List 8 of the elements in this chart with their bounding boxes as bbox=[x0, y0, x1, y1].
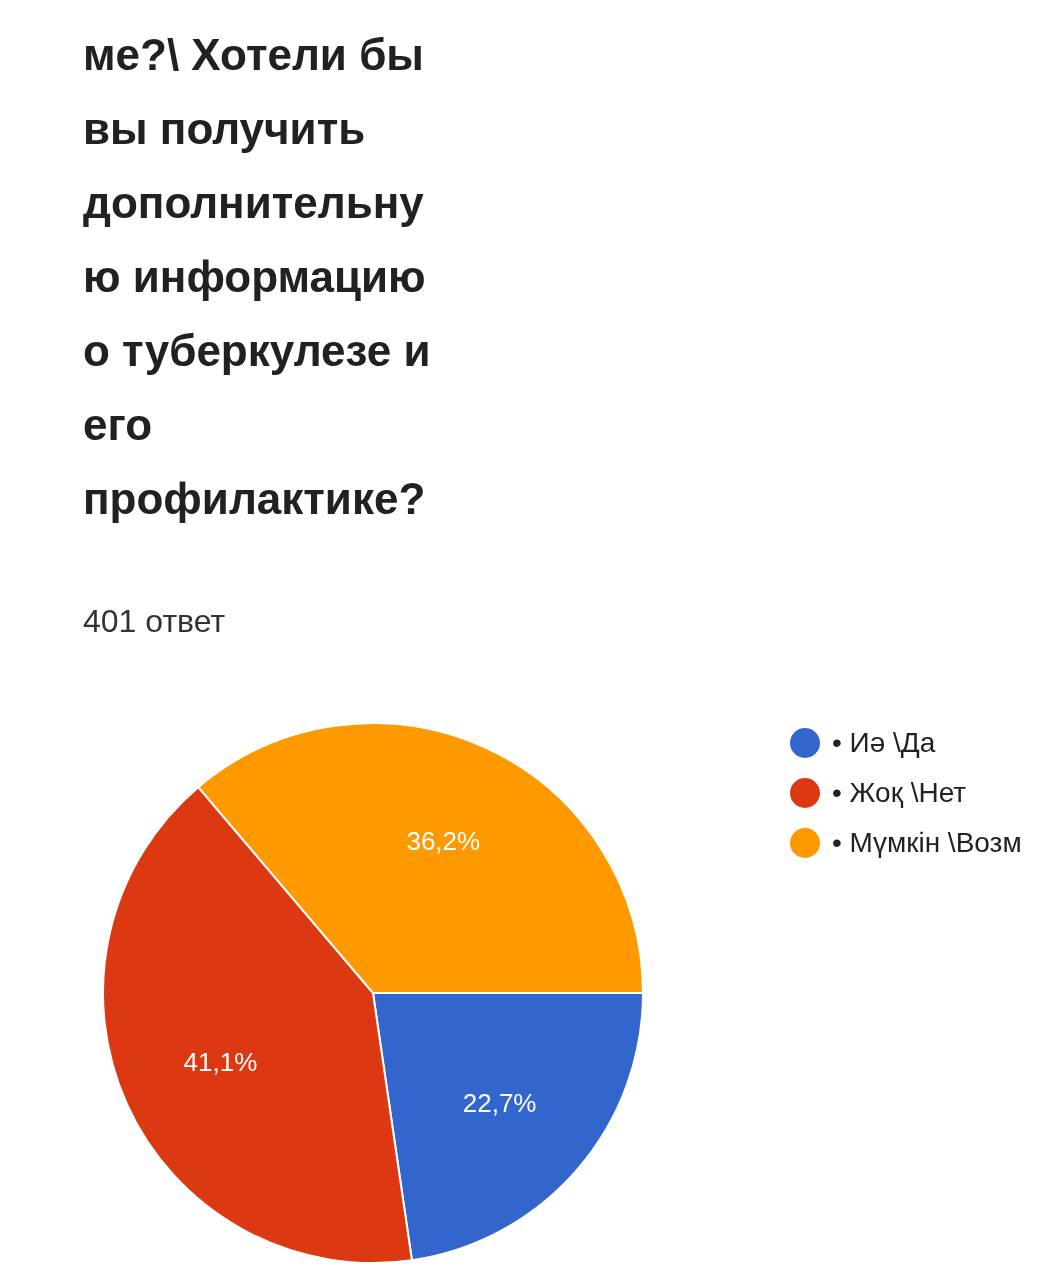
chart-subtitle: 401 ответ bbox=[83, 603, 226, 640]
legend-label: • Мүмкін \Возм bbox=[832, 827, 1022, 859]
data-label: 22,7% bbox=[462, 1087, 537, 1118]
data-label: 36,2% bbox=[406, 826, 481, 857]
data-label: 41,1% bbox=[183, 1046, 258, 1077]
legend-label: • Жоқ \Нет bbox=[832, 777, 967, 809]
legend-label: • Иә \Да bbox=[832, 727, 936, 759]
chart-title: ме?\ Хотели бы вы получить дополнительную информацию о туберкулезе и его профилактике? bbox=[83, 29, 432, 525]
